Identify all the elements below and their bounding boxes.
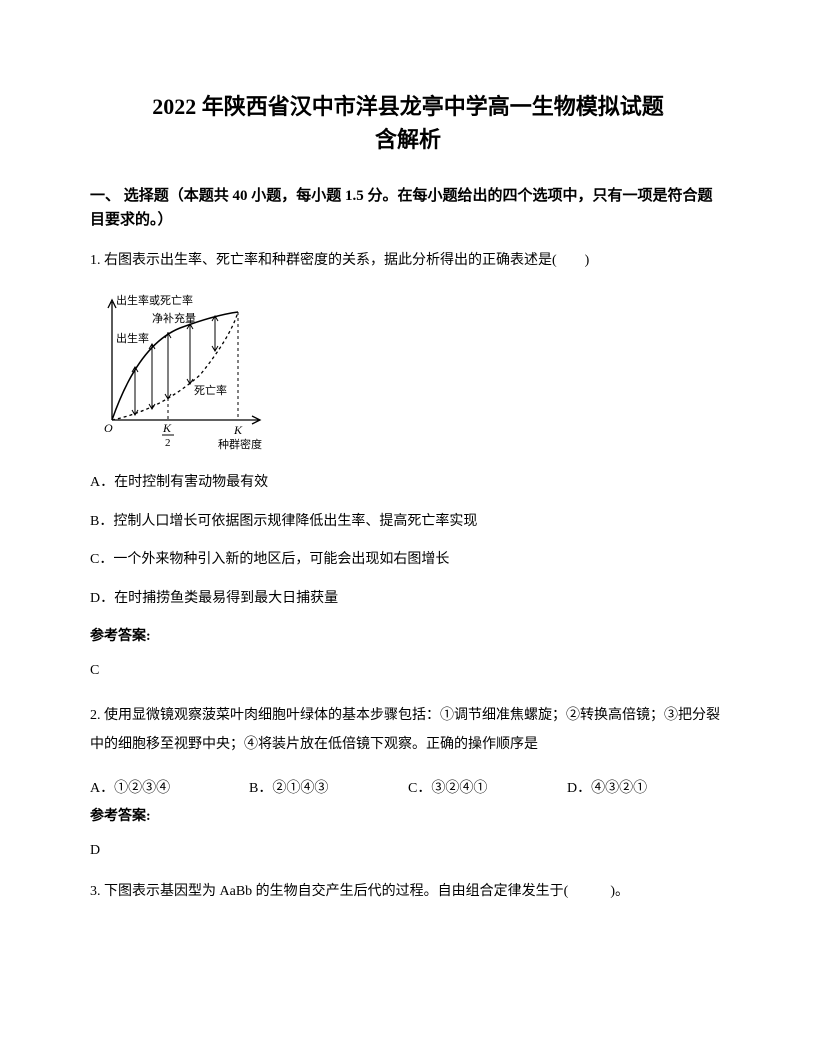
fig-k: K bbox=[233, 423, 243, 437]
fig-xlabel: 种群密度 bbox=[218, 437, 262, 450]
q1-answer: C bbox=[90, 660, 726, 682]
fig-origin: O bbox=[104, 421, 113, 435]
q2-optC: C．③②④① bbox=[408, 778, 567, 800]
section1-header: 一、 选择题（本题共 40 小题，每小题 1.5 分。在每小题给出的四个选项中，… bbox=[90, 184, 726, 232]
q1-figure: 出生率或死亡率 净补充量 出生率 死亡率 O K 2 K 种群密度 bbox=[90, 290, 726, 450]
q1-optA: A．在时控制有害动物最有效 bbox=[90, 472, 726, 494]
fig-death-label: 死亡率 bbox=[194, 383, 227, 397]
fig-ylabel: 出生率或死亡率 bbox=[116, 293, 193, 307]
q1-optC: C．一个外来物种引入新的地区后，可能会出现如右图增长 bbox=[90, 549, 726, 571]
q2-optD: D．④③②① bbox=[567, 778, 726, 800]
q2-optB: B．②①④③ bbox=[249, 778, 408, 800]
fig-net-label: 净补充量 bbox=[152, 311, 196, 325]
fig-k2-bot: 2 bbox=[165, 437, 171, 449]
q1-stem: 1. 右图表示出生率、死亡率和种群密度的关系，据此分析得出的正确表述是( ) bbox=[90, 250, 726, 272]
q2-answer-label: 参考答案: bbox=[90, 806, 726, 828]
q1-optD: D．在时捕捞鱼类最易得到最大日捕获量 bbox=[90, 588, 726, 610]
q2-options: A．①②③④ B．②①④③ C．③②④① D．④③②① bbox=[90, 778, 726, 800]
fig-k2-top: K bbox=[162, 421, 172, 435]
exam-title: 2022 年陕西省汉中市洋县龙亭中学高一生物模拟试题 含解析 bbox=[90, 90, 726, 156]
q3-stem: 3. 下图表示基因型为 AaBb 的生物自交产生后代的过程。自由组合定律发生于(… bbox=[90, 881, 726, 903]
q1-answer-label: 参考答案: bbox=[90, 626, 726, 648]
fig-birth-label: 出生率 bbox=[116, 331, 149, 345]
q2-stem: 2. 使用显微镜观察菠菜叶肉细胞叶绿体的基本步骤包括：①调节细准焦螺旋；②转换高… bbox=[90, 701, 726, 760]
title-line2: 含解析 bbox=[90, 123, 726, 156]
q1-optB: B．控制人口增长可依据图示规律降低出生率、提高死亡率实现 bbox=[90, 511, 726, 533]
q2-optA: A．①②③④ bbox=[90, 778, 249, 800]
q2-answer: D bbox=[90, 840, 726, 862]
title-line1: 2022 年陕西省汉中市洋县龙亭中学高一生物模拟试题 bbox=[90, 90, 726, 123]
